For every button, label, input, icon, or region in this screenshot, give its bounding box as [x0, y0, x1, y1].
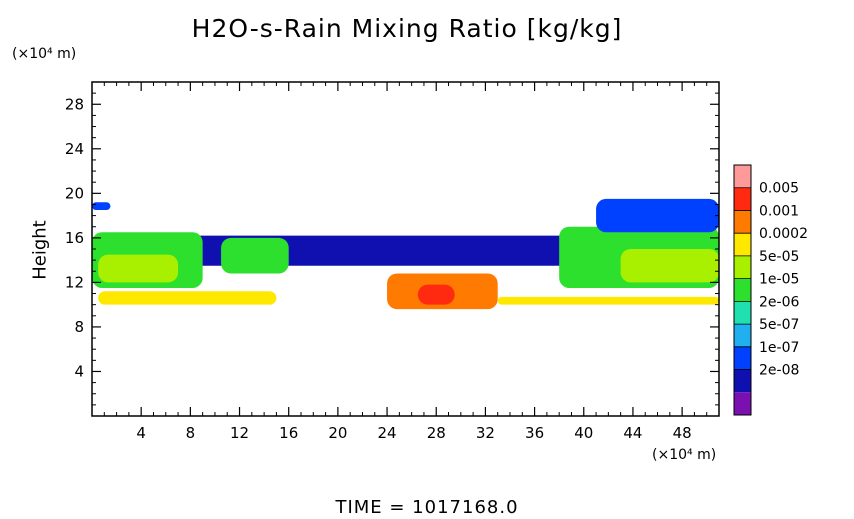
legend-swatch: [734, 165, 751, 188]
legend-label: 1e-05: [759, 272, 799, 288]
field-region-right-top-layer: [596, 198, 719, 233]
x-tick-label: 12: [230, 424, 249, 442]
legend-swatch: [734, 210, 751, 234]
legend-swatch: [734, 346, 751, 370]
field-region-left-core: [98, 254, 179, 283]
legend-label: 0.005: [759, 181, 799, 197]
legend-label: 2e-06: [759, 294, 799, 310]
y-tick-label: 20: [65, 184, 84, 202]
y-tick-label: 8: [74, 318, 84, 336]
legend-label: 0.001: [759, 203, 799, 219]
legend-swatch: [734, 255, 751, 279]
legend-label: 5e-05: [759, 249, 799, 265]
legend-swatch: [734, 392, 751, 415]
x-tick-label: 4: [136, 424, 146, 442]
x-tick-label: 16: [279, 424, 298, 442]
field-region-right-core: [620, 249, 719, 283]
legend-label: 5e-07: [759, 317, 799, 333]
legend-label: 0.0002: [759, 226, 808, 242]
field-region-left-mid-cloud: [221, 237, 289, 274]
legend-label: 2e-08: [759, 363, 799, 379]
y-tick-label: 4: [74, 362, 84, 380]
x-axis-unit: (×10⁴ m): [652, 447, 717, 463]
y-tick-label: 16: [65, 229, 84, 247]
field-region-left-low-blobs: [98, 291, 277, 305]
legend-swatch: [734, 369, 751, 393]
x-tick-label: 28: [427, 424, 446, 442]
mixing-ratio-field: [92, 198, 719, 310]
time-label: TIME = 1017168.0: [335, 497, 519, 518]
field-region-right-low-band: [497, 296, 719, 305]
x-tick-label: 40: [574, 424, 593, 442]
color-legend: 0.005 0.001 0.0002 5e-05 1e-05 2e-06 5e-07 1e-0…: [733, 164, 808, 416]
y-tick-label: 24: [65, 140, 84, 158]
legend-swatch: [734, 187, 751, 211]
legend-label: 1e-07: [759, 340, 799, 356]
legend-swatch: [734, 301, 751, 325]
x-tick-label: 32: [476, 424, 495, 442]
x-tick-label: 8: [186, 424, 196, 442]
x-tick-label: 36: [525, 424, 544, 442]
y-tick-label: 28: [65, 95, 84, 113]
x-tick-label: 24: [378, 424, 397, 442]
field-region-left-top-fragment: [92, 202, 111, 211]
x-tick-label: 48: [673, 424, 692, 442]
legend-swatch: [734, 278, 751, 302]
legend-frame: [733, 164, 752, 416]
y-axis-unit: (×10⁴ m): [12, 46, 77, 62]
x-tick-label: 20: [328, 424, 347, 442]
legend-swatch: [734, 324, 751, 347]
y-tick-label: 12: [65, 273, 84, 291]
chart-title: H2O-s-Rain Mixing Ratio [kg/kg]: [191, 14, 623, 43]
field-region-central-core: [417, 284, 455, 305]
legend-swatch: [734, 233, 751, 256]
x-tick-label: 44: [623, 424, 642, 442]
